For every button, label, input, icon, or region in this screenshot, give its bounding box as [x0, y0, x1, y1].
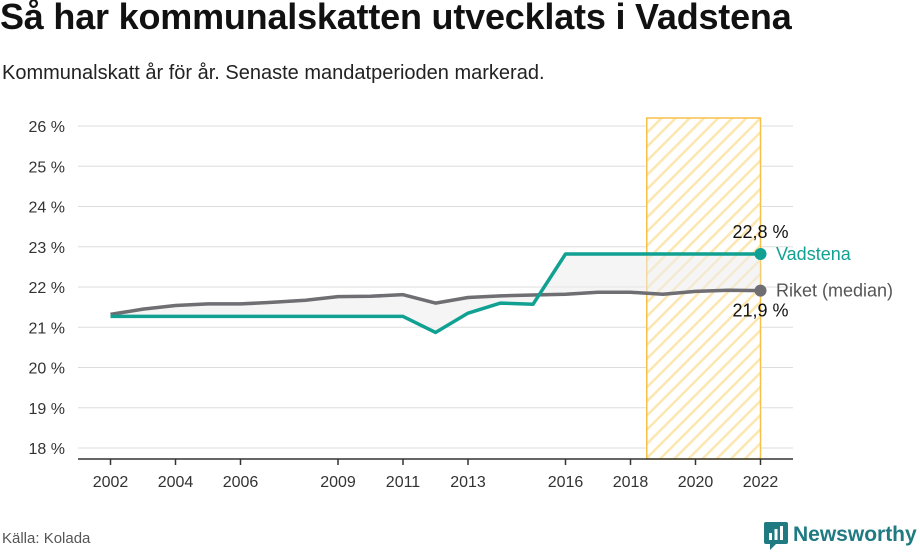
y-tick-label: 20 %: [29, 361, 65, 378]
y-tick-label: 26 %: [29, 119, 65, 136]
x-tick-label: 2004: [158, 474, 194, 491]
chart-title: Så har kommunalskatten utvecklats i Vads…: [0, 0, 792, 37]
x-tick-label: 2013: [450, 474, 486, 491]
x-tick-label: 2009: [320, 474, 356, 491]
brand-name: Newsworthy: [793, 523, 917, 546]
y-tick-label: 25 %: [29, 159, 65, 176]
x-tick-label: 2018: [613, 474, 649, 491]
series-line-vadstena: [110, 252, 761, 335]
chart-subtitle: Kommunalskatt år för år. Senaste mandatp…: [2, 62, 545, 84]
end-value-vadstena: 22,8 %: [732, 222, 788, 242]
series-label-vadstena: Vadstena: [776, 244, 852, 264]
y-tick-label: 21 %: [29, 320, 65, 337]
y-tick-label: 22 %: [29, 280, 65, 297]
x-tick-label: 2022: [743, 474, 779, 491]
newsworthy-brand[interactable]: Newsworthy: [764, 520, 917, 550]
y-tick-label: 19 %: [29, 401, 65, 418]
y-tick-label: 23 %: [29, 240, 65, 257]
end-point-vadstena: [754, 247, 767, 260]
x-tick-label: 2006: [223, 474, 259, 491]
x-tick-label: 2020: [678, 474, 714, 491]
end-point-riket: [754, 284, 767, 297]
series-line-riket: [110, 288, 761, 317]
source-label: Källa: Kolada: [2, 530, 91, 547]
newsworthy-logo-icon: [764, 522, 788, 550]
y-tick-label: 18 %: [29, 441, 65, 458]
y-tick-label: 24 %: [29, 200, 65, 217]
x-tick-label: 2011: [386, 474, 421, 491]
x-tick-label: 2002: [93, 474, 129, 491]
end-value-riket: 21,9 %: [732, 301, 788, 321]
difference-band: [110, 253, 761, 333]
series-label-riket: Riket (median): [776, 281, 893, 301]
x-tick-label: 2016: [548, 474, 584, 491]
